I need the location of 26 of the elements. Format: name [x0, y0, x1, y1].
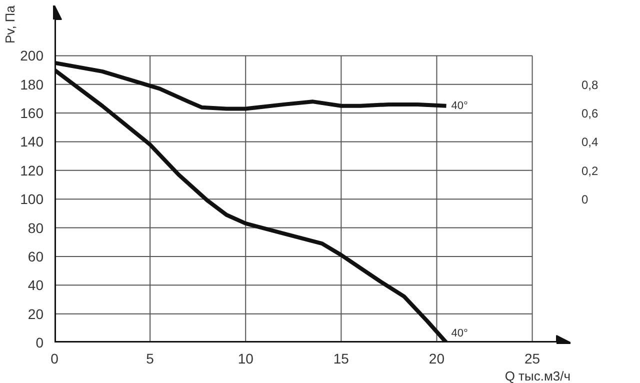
x-tick-label: 15 [333, 350, 350, 366]
x-tick-label: 10 [238, 350, 254, 366]
y-tick-label: 80 [28, 220, 44, 236]
y2-tick-label: 0,2 [582, 164, 599, 178]
y2-tick-label: 0,6 [582, 106, 599, 121]
y-tick-label: 200 [20, 48, 44, 64]
y-tick-label: 160 [20, 105, 44, 122]
y-tick-label: 140 [20, 134, 44, 150]
x-tick-label: 20 [428, 350, 445, 366]
x-tick-label: 0 [50, 350, 59, 366]
y-tick-label: 20 [28, 306, 44, 322]
y-tick-label: 120 [20, 162, 44, 178]
y2-tick-label: 0,4 [582, 135, 599, 150]
annotation: 40° [451, 328, 468, 340]
x-tick-label: 25 [524, 350, 540, 366]
x-tick-label: 5 [146, 350, 154, 366]
y-tick-label: 40 [28, 277, 44, 294]
y-tick-label: 0 [36, 334, 44, 350]
x-axis-title: Q тыс.м3/ч [504, 368, 570, 383]
y-tick-label: 60 [28, 248, 44, 264]
y2-tick-label: 0 [582, 192, 588, 207]
y-axis-title: Pv, Па [2, 4, 18, 44]
y-tick-label: 100 [20, 191, 44, 208]
y2-tick-label: 0,8 [582, 78, 599, 92]
y-tick-label: 180 [20, 76, 44, 92]
annotation: 40° [451, 100, 468, 112]
